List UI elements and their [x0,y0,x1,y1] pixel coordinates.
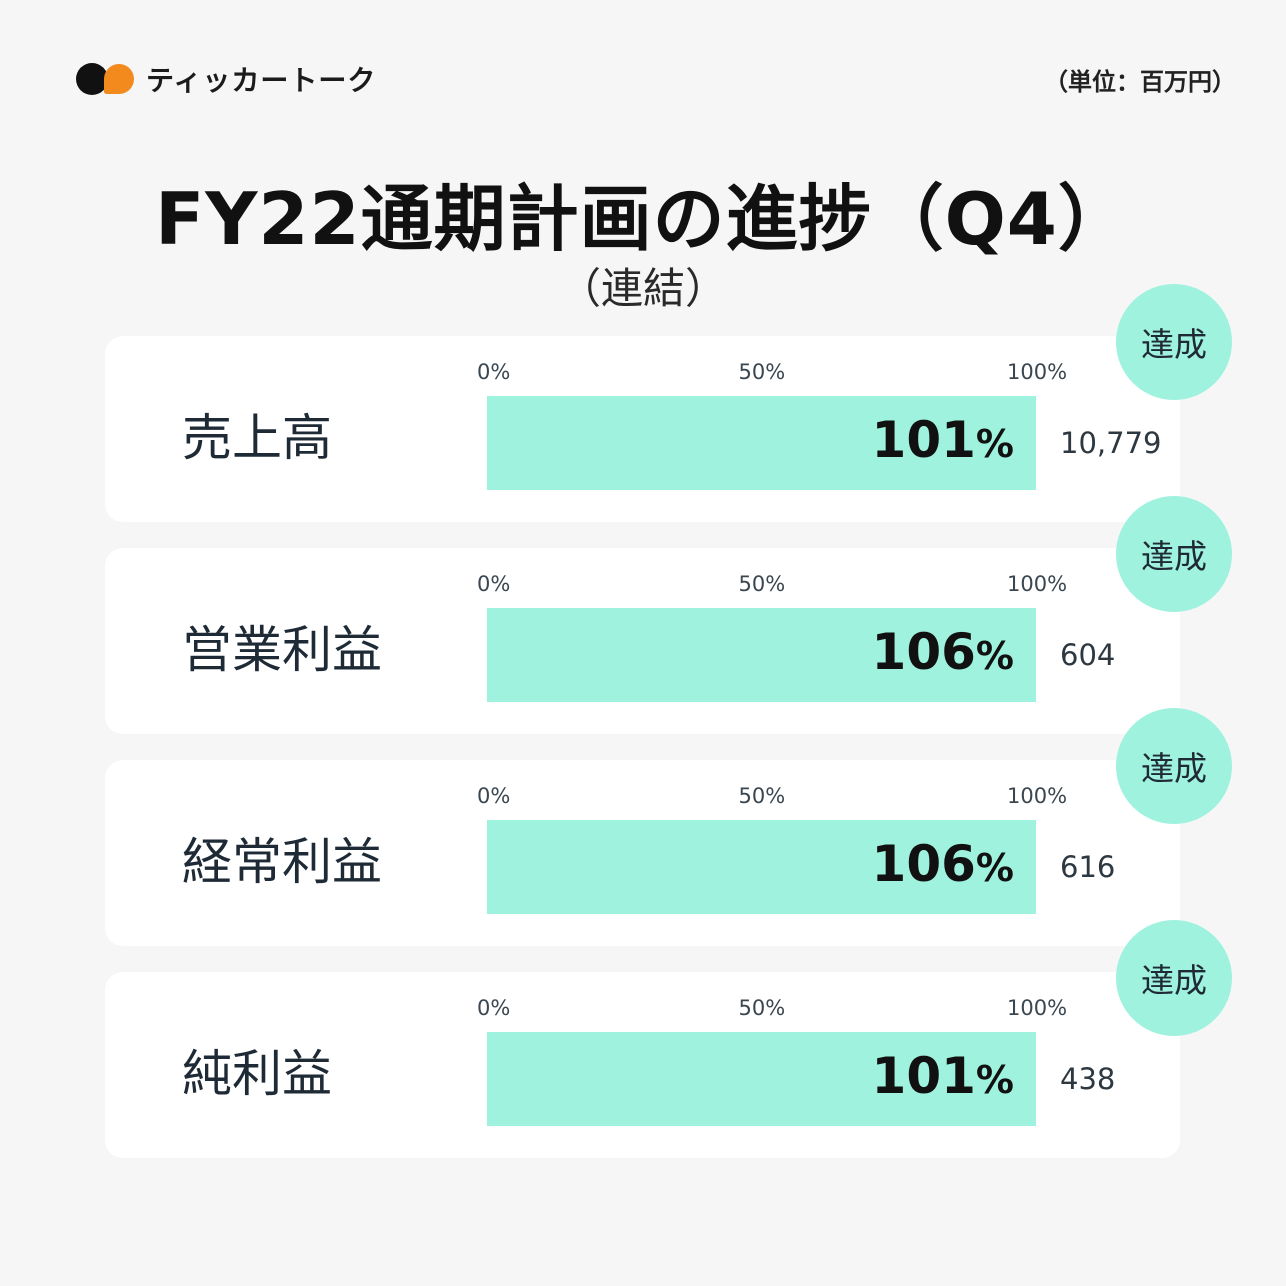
chart-subtitle: （連結） [558,264,727,313]
axis-tick-label: 100% [1007,996,1068,1020]
axis-tick-label: 100% [1007,360,1068,384]
percent-number: 101 [871,411,976,469]
metric-label: 純利益 [182,1045,332,1103]
axis-tick-label: 0% [477,360,511,384]
progress-bar [487,396,1036,490]
amount-value: 616 [1060,850,1116,884]
achieved-badge: 達成 [1116,496,1232,612]
metric-card: 純利益 0% 50% 100% 101% 438 [105,972,1180,1158]
progress-percent-label: 101% [856,411,1014,469]
percent-sign: % [975,422,1014,466]
achieved-badge: 達成 [1116,284,1232,400]
axis-tick-label: 0% [477,784,511,808]
axis-tick-label: 0% [477,996,511,1020]
percent-sign: % [975,846,1014,890]
percent-number: 101 [871,1047,976,1105]
progress-bar [487,1032,1036,1126]
metric-label: 売上高 [182,409,332,467]
percent-number: 106 [871,623,976,681]
progress-bar [487,608,1036,702]
percent-sign: % [975,634,1014,678]
axis-tick-label: 100% [1007,784,1068,808]
amount-value: 438 [1060,1062,1116,1096]
brand-logo: ティッカートーク [76,60,376,98]
progress-percent-label: 101% [856,1047,1014,1105]
logo-black-circle-icon [76,63,108,95]
progress-percent-label: 106% [856,835,1014,893]
metric-label: 営業利益 [182,621,382,679]
metric-card: 売上高 0% 50% 100% 101% 10,779 [105,336,1180,522]
percent-number: 106 [871,835,976,893]
axis-tick-label: 100% [1007,572,1068,596]
brand-name: ティッカートーク [146,64,377,97]
axis-tick-label: 50% [738,784,786,808]
axis-tick-label: 50% [738,360,786,384]
logo-orange-bubble-icon [104,64,134,94]
axis-tick-label: 50% [738,572,786,596]
progress-percent-label: 106% [856,623,1014,681]
achieved-badge: 達成 [1116,708,1232,824]
amount-value: 604 [1060,638,1116,672]
percent-sign: % [975,1058,1014,1102]
axis-tick-label: 50% [738,996,786,1020]
achieved-badge: 達成 [1116,920,1232,1036]
axis-tick-label: 0% [477,572,511,596]
progress-bar [487,820,1036,914]
amount-value: 10,779 [1060,426,1162,460]
metric-card: 営業利益 0% 50% 100% 106% 604 [105,548,1180,734]
unit-label: （単位：百万円） [1044,68,1236,96]
metric-label: 経常利益 [182,833,382,891]
metric-card: 経常利益 0% 50% 100% 106% 616 [105,760,1180,946]
chart-title: FY22通期計画の進捗（Q4） [155,177,1131,261]
